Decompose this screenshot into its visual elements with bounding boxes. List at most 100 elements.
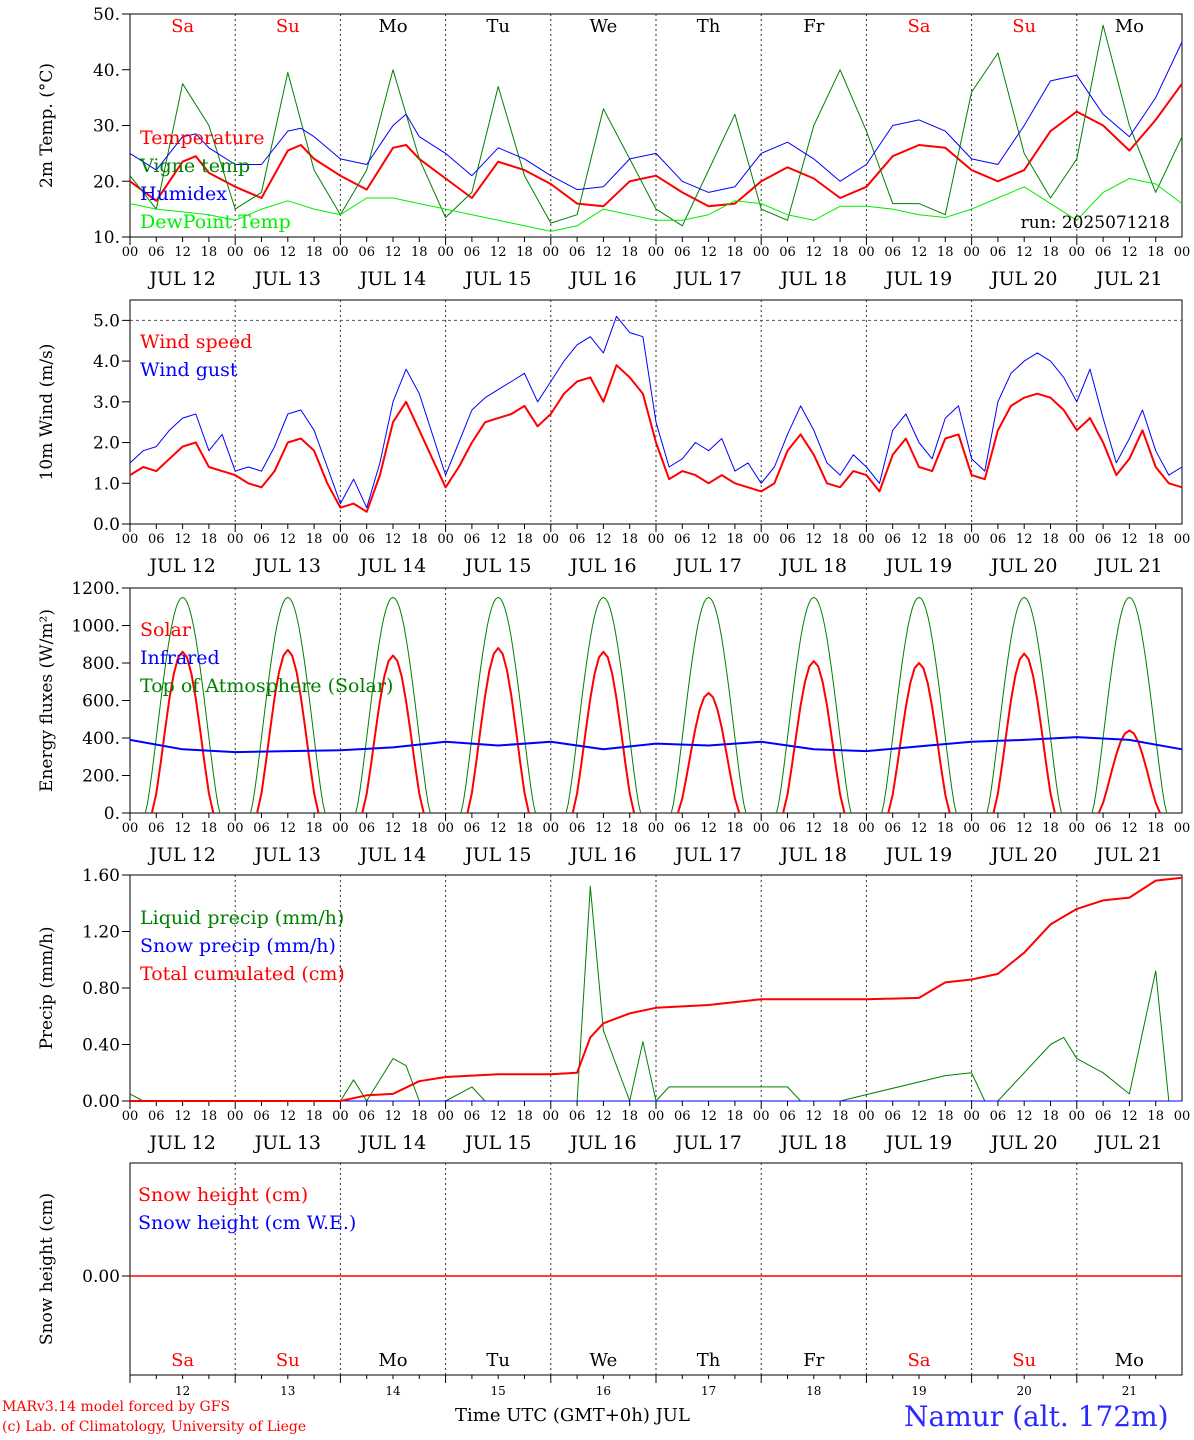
- y-tick-label: 1200.: [71, 579, 120, 599]
- x-tick-label: 12: [1121, 245, 1138, 260]
- y-tick-label: 600.: [82, 692, 120, 712]
- series-line: [129, 364, 1183, 513]
- x-tick-label: 06: [464, 1109, 481, 1124]
- x-tick-label: 06: [569, 532, 586, 547]
- x-tick-label: 18: [201, 821, 218, 836]
- x-tick-label: 12: [174, 821, 191, 836]
- y-axis-label: Precip (mm/h): [37, 926, 57, 1049]
- solar-daily-arc: [150, 650, 215, 814]
- x-tick-label: 00: [648, 245, 665, 260]
- x-tick-label: 12: [1121, 821, 1138, 836]
- x-tick-label: 18: [411, 1109, 428, 1124]
- x-tick-label: 18: [727, 821, 744, 836]
- x-tick-label: 12: [1016, 821, 1033, 836]
- date-label: JUL 13: [253, 844, 321, 866]
- x-tick-label: 00: [753, 1109, 770, 1124]
- x-tick-label: 00: [437, 1109, 454, 1124]
- legend-entry: Humidex: [140, 183, 227, 205]
- date-label: JUL 17: [673, 555, 741, 577]
- x-tick-label: 18: [832, 1109, 849, 1124]
- x-tick-label: 00: [858, 532, 875, 547]
- date-label: JUL 12: [147, 555, 215, 577]
- x-tick-label: 18: [306, 1109, 323, 1124]
- legend-entry: Top of Atmosphere (Solar): [140, 675, 393, 697]
- toa-daily-arc: [881, 596, 957, 814]
- date-label: JUL 15: [463, 268, 531, 290]
- solar-daily-arc: [466, 647, 530, 814]
- x-tick-label: 00: [1174, 821, 1191, 836]
- x-tick-label: 06: [884, 245, 901, 260]
- day-abbr-label: Mo: [1115, 1350, 1144, 1371]
- x-tick-label: 18: [621, 532, 638, 547]
- date-label: JUL 21: [1094, 844, 1162, 866]
- x-tick-label: 18: [1042, 245, 1059, 260]
- x-tick-label: 00: [1069, 821, 1086, 836]
- date-label: JUL 14: [358, 555, 426, 577]
- legend-entry: Vigne temp: [139, 155, 250, 177]
- x-tick-label: 12: [385, 1109, 402, 1124]
- day-abbr-label: Fr: [803, 1350, 824, 1371]
- x-tick-label: 06: [358, 1109, 375, 1124]
- toa-daily-arc: [250, 596, 326, 814]
- date-label: JUL 12: [147, 1132, 215, 1154]
- x-tick-label: 18: [621, 1109, 638, 1124]
- x-tick-label: 18: [727, 532, 744, 547]
- x-tick-label: 00: [437, 532, 454, 547]
- legend-entry: Wind speed: [140, 331, 252, 353]
- x-tick-label: 18: [306, 245, 323, 260]
- x-tick-label: 12: [700, 532, 717, 547]
- y-tick-label: 400.: [82, 729, 120, 749]
- x-tick-label: 06: [1095, 532, 1112, 547]
- panel-snow: Snow height (cm) 0.00 Snow height (cm) Snow…: [37, 1162, 1183, 1398]
- x-tick-label: 00: [227, 1109, 244, 1124]
- y-tick-label: 200.: [82, 767, 120, 787]
- x-tick-label: 12: [911, 821, 928, 836]
- date-label: JUL 12: [147, 844, 215, 866]
- date-label: JUL 13: [253, 1132, 321, 1154]
- x-tick-label: 18: [1042, 821, 1059, 836]
- x-tick-label: 12: [595, 532, 612, 547]
- x-tick-label: 06: [253, 532, 270, 547]
- x-tick-label: 06: [148, 245, 165, 260]
- solar-daily-arc: [676, 692, 741, 814]
- x-tick-label: 18: [621, 821, 638, 836]
- y-axis-label: 10m Wind (m/s): [37, 344, 57, 481]
- x-tick-label: 12: [174, 532, 191, 547]
- x-tick-label: 06: [1095, 821, 1112, 836]
- day-number-label: 17: [701, 1384, 716, 1398]
- x-tick-label: 18: [832, 532, 849, 547]
- day-abbr-label: Fr: [803, 16, 824, 37]
- date-label: JUL 19: [884, 268, 952, 290]
- y-tick-label: 5.0: [93, 311, 120, 331]
- y-axis-label: Energy fluxes (W/m²): [37, 609, 57, 792]
- day-number-label: 13: [280, 1384, 295, 1398]
- x-tick-label: 00: [543, 532, 560, 547]
- y-tick-label: 2.0: [93, 434, 120, 454]
- x-tick-label: 00: [227, 821, 244, 836]
- x-tick-label: 12: [1016, 532, 1033, 547]
- x-tick-label: 00: [437, 821, 454, 836]
- legend-entry: Temperature: [140, 127, 264, 149]
- x-tick-label: 12: [490, 245, 507, 260]
- x-tick-label: 12: [490, 821, 507, 836]
- x-tick-label: 06: [464, 245, 481, 260]
- x-tick-label: 12: [595, 245, 612, 260]
- day-abbr-label: Sa: [907, 1350, 930, 1371]
- series-line: [129, 41, 1183, 193]
- x-tick-label: 12: [174, 245, 191, 260]
- x-tick-label: 00: [122, 532, 139, 547]
- legend-entry: Snow height (cm): [138, 1184, 308, 1206]
- y-tick-label: 20.: [93, 172, 120, 192]
- x-tick-label: 12: [385, 821, 402, 836]
- solar-daily-arc: [887, 662, 951, 814]
- toa-daily-arc: [1091, 596, 1168, 814]
- day-abbr-label: Tu: [486, 1350, 510, 1371]
- x-tick-label: 00: [1174, 532, 1191, 547]
- day-abbr-label: Mo: [1115, 16, 1144, 37]
- x-tick-label: 18: [1147, 821, 1164, 836]
- x-tick-label: 18: [937, 245, 954, 260]
- y-tick-label: 0.: [104, 804, 120, 824]
- solar-daily-arc: [361, 654, 425, 814]
- day-number-label: 15: [491, 1384, 506, 1398]
- x-tick-label: 00: [543, 821, 560, 836]
